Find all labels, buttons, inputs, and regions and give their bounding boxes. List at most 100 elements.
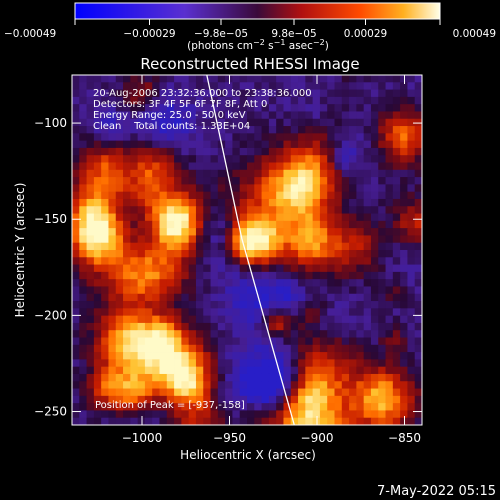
heatmap-cell: [195, 286, 204, 295]
heatmap-cell: [319, 242, 328, 251]
heatmap-cell: [349, 140, 357, 149]
heatmap-cell: [312, 118, 321, 127]
heatmap-cell: [378, 279, 386, 287]
heatmap-cell: [144, 352, 153, 360]
heatmap-cell: [239, 118, 248, 127]
heatmap-cell: [86, 82, 95, 90]
heatmap-cell: [86, 250, 95, 258]
heatmap-cell: [407, 220, 416, 229]
heatmap-cell: [327, 359, 335, 368]
heatmap-cell: [290, 169, 299, 178]
heatmap-cell: [283, 235, 292, 244]
heatmap-cell: [298, 242, 306, 251]
heatmap-cell: [385, 359, 394, 368]
heatmap-cell: [210, 89, 219, 98]
heatmap-cell: [181, 206, 190, 214]
heatmap-cell: [152, 242, 160, 251]
heatmap-cell: [188, 184, 197, 193]
heatmap-cell: [385, 293, 394, 302]
heatmap-cell: [225, 162, 233, 171]
heatmap-cell: [370, 206, 379, 214]
heatmap-cell: [195, 301, 204, 309]
heatmap-cell: [363, 104, 372, 112]
heatmap-cell: [247, 213, 255, 222]
heatmap-cell: [319, 301, 328, 309]
heatmap-cell: [232, 257, 241, 265]
heatmap-cell: [254, 417, 262, 425]
heatmap-cell: [79, 191, 87, 200]
heatmap-cell: [159, 140, 168, 149]
heatmap-cell: [312, 242, 321, 251]
heatmap-cell: [334, 410, 343, 419]
x-axis-label: Heliocentric X (arcsec): [180, 448, 316, 462]
heatmap-cell: [247, 206, 255, 214]
heatmap-cell: [144, 155, 153, 163]
heatmap-cell: [290, 395, 299, 404]
heatmap-cell: [268, 111, 277, 120]
heatmap-cell: [72, 359, 80, 368]
heatmap-cell: [93, 133, 102, 142]
heatmap-cell: [181, 264, 190, 273]
heatmap-cell: [123, 82, 131, 90]
heatmap-cell: [174, 250, 182, 258]
heatmap-cell: [72, 191, 80, 200]
heatmap-cell: [385, 147, 394, 156]
heatmap-cell: [276, 301, 284, 309]
heatmap-cell: [290, 126, 299, 134]
heatmap-cell: [341, 395, 350, 404]
heatmap-cell: [276, 410, 284, 419]
heatmap-cell: [210, 395, 219, 404]
heatmap-cell: [203, 177, 211, 185]
heatmap-cell: [108, 417, 117, 425]
heatmap-cell: [130, 82, 139, 90]
heatmap-cell: [298, 184, 306, 193]
heatmap-cell: [363, 330, 372, 338]
heatmap-cell: [239, 191, 248, 200]
heatmap-cell: [400, 126, 408, 134]
heatmap-cell: [370, 279, 379, 287]
heatmap-cell: [334, 344, 343, 353]
heatmap-cell: [261, 286, 270, 295]
heatmap-cell: [217, 220, 226, 229]
heatmap-cell: [203, 89, 211, 98]
heatmap-cell: [123, 366, 131, 375]
heatmap-cell: [232, 286, 241, 295]
heatmap-cell: [268, 162, 277, 171]
heatmap-cell: [312, 352, 321, 360]
heatmap-cell: [247, 184, 255, 193]
heatmap-cell: [276, 417, 284, 425]
heatmap-cell: [298, 271, 306, 280]
heatmap-cell: [239, 213, 248, 222]
heatmap-cell: [385, 75, 394, 83]
heatmap-cell: [144, 104, 153, 112]
heatmap-cell: [123, 322, 131, 331]
heatmap-cell: [290, 417, 299, 425]
heatmap-cell: [327, 381, 335, 389]
heatmap-cell: [392, 126, 401, 134]
heatmap-cell: [152, 147, 160, 156]
heatmap-cell: [217, 82, 226, 90]
heatmap-cell: [283, 301, 292, 309]
heatmap-cell: [268, 395, 277, 404]
heatmap-cell: [349, 177, 357, 185]
heatmap-cell: [144, 279, 153, 287]
heatmap-cell: [283, 89, 292, 98]
heatmap-cell: [232, 82, 241, 90]
heatmap-cell: [334, 162, 343, 171]
heatmap-cell: [137, 147, 146, 156]
heatmap-cell: [225, 337, 233, 346]
heatmap-cell: [181, 366, 190, 375]
heatmap-cell: [130, 155, 139, 163]
heatmap-cell: [400, 352, 408, 360]
heatmap-cell: [319, 89, 328, 98]
heatmap-cell: [385, 220, 394, 229]
heatmap-cell: [203, 82, 211, 90]
heatmap-cell: [356, 235, 365, 244]
heatmap-cell: [298, 279, 306, 287]
heatmap-cell: [349, 220, 357, 229]
heatmap-cell: [400, 250, 408, 258]
heatmap-cell: [137, 344, 146, 353]
heatmap-cell: [144, 403, 153, 411]
heatmap-cell: [195, 322, 204, 331]
heatmap-cell: [414, 250, 422, 258]
